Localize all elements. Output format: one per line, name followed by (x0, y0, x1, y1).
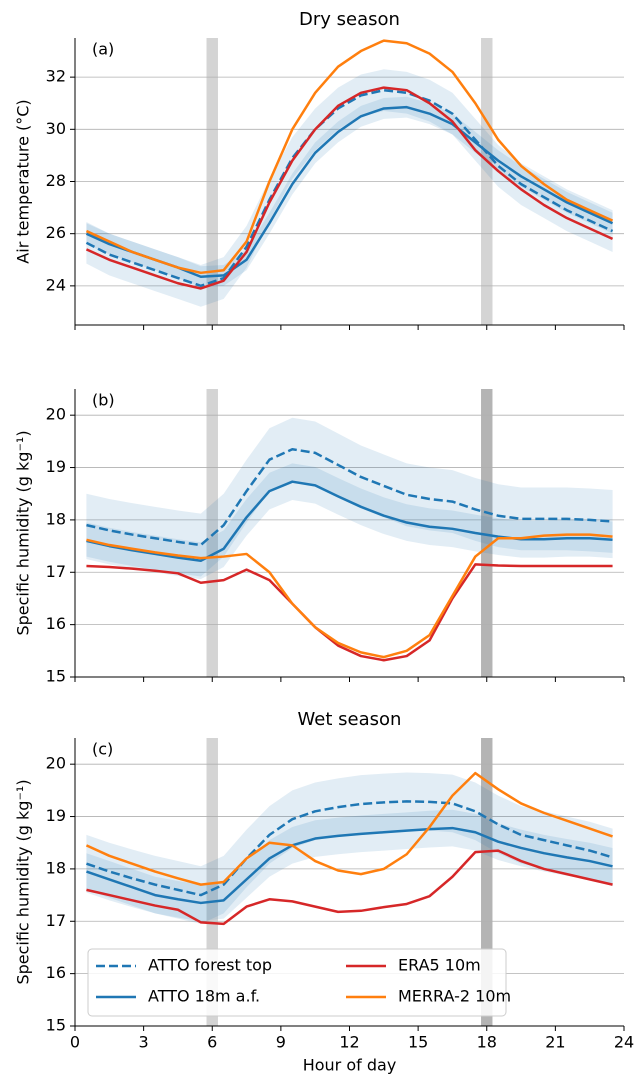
x-tick-label: 18 (477, 1033, 497, 1052)
y-tick-label: 16 (46, 614, 66, 633)
y-tick-label: 17 (46, 562, 66, 581)
chart-title: Dry season (299, 9, 400, 30)
x-tick-label: 3 (139, 1033, 149, 1052)
y-tick-label: 18 (46, 858, 66, 877)
legend-label: MERRA-2 10m (398, 987, 511, 1006)
y-tick-label: 24 (46, 275, 66, 294)
y-tick-label: 15 (46, 1016, 66, 1035)
series-line (86, 800, 613, 897)
time-span (481, 738, 493, 1026)
x-tick-label: 21 (545, 1033, 565, 1052)
panel-label: (b) (92, 391, 115, 410)
y-axis-label: Air temperature (°C) (14, 99, 33, 263)
time-span (206, 389, 218, 677)
series-line (85, 86, 614, 290)
legend-label: ATTO forest top (148, 956, 272, 975)
y-tick-label: 20 (46, 754, 66, 773)
uncertainty-band (86, 463, 613, 580)
x-tick-label: 12 (339, 1033, 359, 1052)
time-span (206, 738, 218, 1026)
y-axis-label: Specific humidity (g kg⁻¹) (14, 430, 33, 635)
y-tick-label: 19 (46, 806, 66, 825)
y-tick-label: 32 (46, 67, 66, 86)
series-line (86, 533, 613, 659)
series-line (86, 826, 613, 905)
y-tick-label: 17 (46, 911, 66, 930)
chart-title: Wet season (298, 709, 402, 730)
y-tick-label: 15 (46, 667, 66, 686)
series-line (85, 88, 614, 288)
series-line (85, 39, 614, 275)
y-tick-label: 20 (46, 405, 66, 424)
x-tick-label: 0 (70, 1033, 80, 1052)
y-tick-label: 16 (46, 963, 66, 982)
x-tick-label: 6 (207, 1033, 217, 1052)
x-tick-label: 15 (408, 1033, 428, 1052)
legend-label: ATTO 18m a.f. (148, 987, 260, 1006)
time-span (481, 389, 493, 677)
y-tick-label: 26 (46, 223, 66, 242)
series-line (86, 447, 613, 547)
uncertainty-band (86, 417, 613, 577)
y-tick-label: 30 (46, 119, 66, 138)
legend-box (87, 948, 507, 1017)
x-axis-label: Hour of day (303, 1056, 397, 1075)
series-line (85, 771, 613, 886)
series-line (86, 563, 613, 662)
series-line (86, 849, 613, 926)
legend-label: ERA5 10m (398, 956, 481, 975)
uncertainty-band (86, 96, 613, 288)
y-tick-label: 28 (46, 171, 66, 190)
x-tick-label: 24 (614, 1033, 634, 1052)
uncertainty-band (86, 809, 613, 922)
y-axis-label: Specific humidity (g kg⁻¹) (14, 779, 33, 984)
uncertainty-band (86, 69, 613, 307)
panel-label: (c) (92, 740, 113, 759)
y-tick-label: 18 (46, 509, 66, 528)
y-tick-label: 19 (46, 457, 66, 476)
x-tick-label: 9 (276, 1033, 286, 1052)
series-line (86, 480, 613, 563)
panel-label: (a) (92, 40, 114, 59)
